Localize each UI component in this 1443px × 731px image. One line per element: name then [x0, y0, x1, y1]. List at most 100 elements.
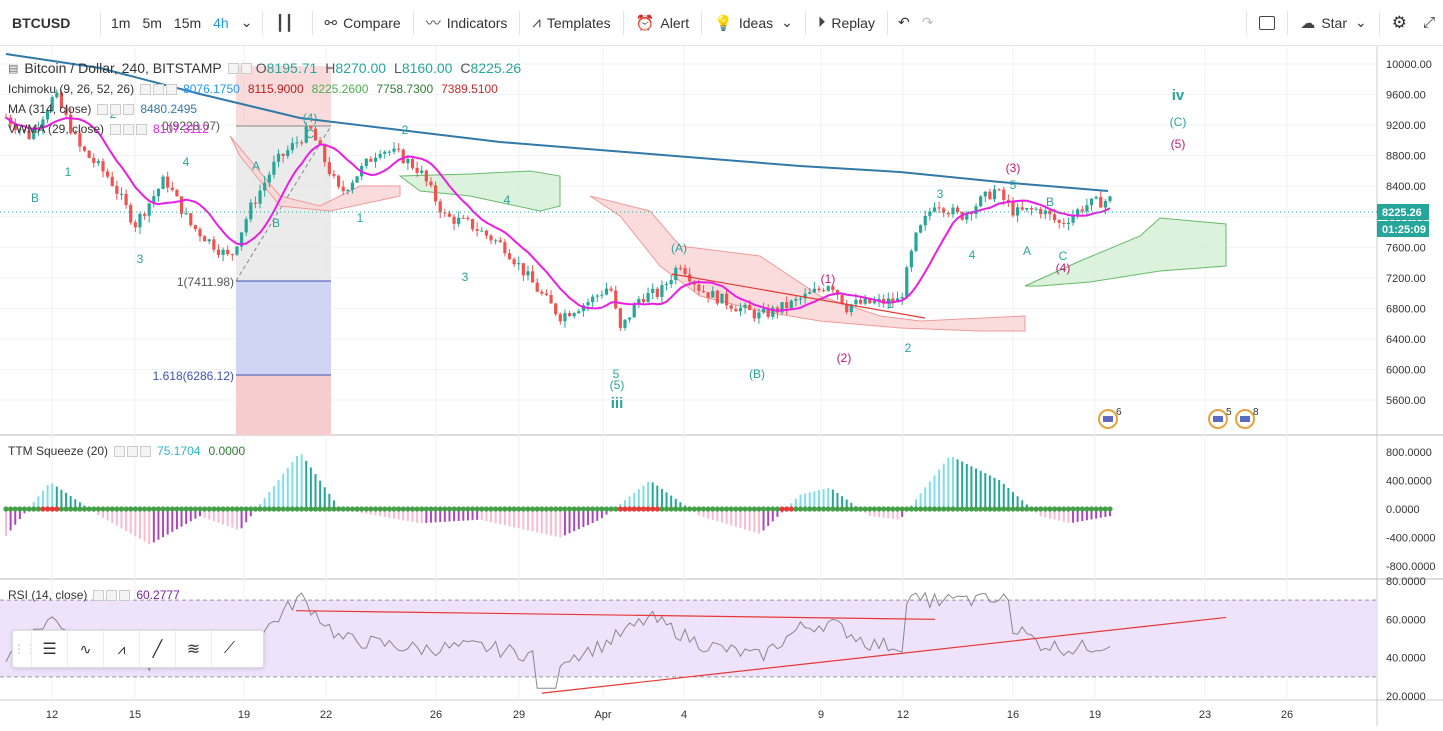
chart-canvas[interactable]: 1(7411.98)1.618(6286.12)0(9228.07) B1234… — [0, 46, 1443, 726]
time-axis[interactable]: 12 15 19 22 26 29 Apr 4 9 12 16 19 23 26 — [46, 709, 1293, 721]
candle-body — [1016, 207, 1020, 216]
divider — [412, 10, 414, 35]
candle-body — [369, 158, 373, 162]
interval-5m[interactable]: 5m — [142, 14, 162, 31]
wave-label: C — [306, 127, 315, 141]
ttm-squeeze-dot — [40, 506, 46, 512]
ttm-squeeze-dot — [1028, 506, 1035, 512]
ttm-squeeze-dot — [1051, 506, 1058, 512]
ttm-squeeze-dot — [1010, 506, 1016, 512]
ttm-squeeze-dot — [1102, 506, 1108, 512]
visibility-icon[interactable] — [114, 445, 126, 457]
compare-button[interactable]: ⚯ Compare — [317, 0, 409, 46]
candle-body — [757, 312, 761, 319]
divider — [701, 10, 703, 35]
ttm-squeeze-dot — [345, 506, 351, 512]
settings-icon[interactable] — [127, 445, 139, 457]
star-button[interactable]: ☁ Star ⌄ — [1292, 0, 1374, 46]
time-tick-label: 4 — [681, 709, 687, 721]
collapse-icon[interactable]: ▤ — [8, 62, 19, 75]
close-icon[interactable] — [136, 123, 148, 135]
alert-button[interactable]: ⏰ Alert — [628, 0, 697, 46]
time-tick-label: 26 — [1281, 709, 1293, 721]
ttm-squeeze-dot — [950, 506, 956, 512]
ttm-squeeze-dot — [876, 506, 882, 512]
candle-body — [900, 296, 904, 299]
close-icon[interactable] — [119, 589, 131, 601]
candle-body — [641, 298, 646, 303]
wave-label: C — [1059, 249, 1068, 263]
ttm-squeeze-dot — [234, 506, 240, 512]
ttm-squeeze-dot — [1084, 506, 1090, 512]
candle-body — [646, 292, 650, 303]
symbol-search[interactable]: BTCUSD — [0, 0, 96, 46]
drag-handle-icon[interactable]: ⋮⋮ — [13, 642, 37, 656]
indicators-button[interactable]: 〰 Indicators — [418, 0, 516, 46]
visibility-icon[interactable] — [97, 103, 109, 115]
elliott-impulse-tool[interactable]: ∿ — [67, 631, 103, 667]
fib-channel-icon: ≋ — [186, 641, 201, 658]
fullscreen-button[interactable]: ⤢ — [1415, 0, 1443, 46]
interval-15m[interactable]: 15m — [173, 14, 202, 31]
ttm-squeeze-dot — [21, 506, 28, 512]
trendline-tool[interactable]: ╱ — [139, 631, 175, 667]
candle-body — [766, 308, 770, 317]
close-icon[interactable] — [140, 445, 152, 457]
ttm-squeeze-dot — [211, 506, 217, 512]
ttm-squeeze-pane[interactable]: 800.0000 400.0000 0.0000 -400.0000 -800.0000 — [3, 447, 1436, 573]
events[interactable]: 6 5 8 — [1098, 407, 1259, 429]
fib-retracement-tool[interactable]: ☰ — [31, 631, 67, 667]
price-axis[interactable]: 10000.009600.009200.008800.008400.008000… — [1377, 59, 1432, 407]
ttm-squeeze-dot — [617, 506, 623, 512]
candle-body — [660, 285, 664, 297]
ttm-squeeze-dot — [197, 506, 203, 512]
price-tick-label: 10000.00 — [1386, 59, 1432, 71]
settings-icon: ⚙ — [1391, 12, 1407, 32]
wave-label: 4 — [504, 193, 511, 207]
visibility-icon[interactable] — [110, 123, 122, 135]
settings-icon[interactable] — [110, 103, 122, 115]
layout-button[interactable] — [1251, 0, 1283, 46]
candle-body — [507, 253, 512, 260]
close-icon[interactable] — [166, 83, 178, 95]
ttm-squeeze-dot — [774, 506, 781, 512]
candle-body — [651, 288, 655, 293]
candle-body — [475, 229, 479, 231]
redo-button[interactable]: ↷ — [916, 0, 940, 46]
close-icon[interactable] — [123, 103, 135, 115]
time-tick-label: 15 — [129, 709, 141, 721]
candle-body — [1103, 200, 1107, 208]
settings-icon[interactable] — [123, 123, 135, 135]
ttm-squeeze-dot — [511, 506, 517, 512]
ideas-button[interactable]: 💡 Ideas ⌄ — [706, 0, 801, 46]
trendlines[interactable] — [0, 211, 1377, 319]
compare-label: Compare — [343, 14, 401, 31]
visibility-icon[interactable] — [140, 83, 152, 95]
ttm-squeeze-dot — [299, 506, 305, 512]
alert-icon: ⏰ — [635, 14, 655, 32]
templates-button[interactable]: ⩘ Templates — [524, 0, 618, 46]
bar-style-button[interactable]: ┃┃ — [267, 0, 307, 46]
time-tick-label: 26 — [430, 709, 442, 721]
visibility-icon[interactable] — [227, 62, 239, 74]
settings-icon[interactable] — [153, 83, 165, 95]
interval-1m[interactable]: 1m — [111, 14, 131, 31]
elliott-correction-tool[interactable]: ⩘ — [103, 631, 139, 667]
interval-4h[interactable]: 4h — [213, 14, 229, 31]
undo-button[interactable]: ↶ — [892, 0, 916, 46]
settings-button[interactable]: ⚙ — [1384, 0, 1415, 46]
settings-icon[interactable] — [240, 62, 252, 74]
replay-button[interactable]: ⏵ Replay — [810, 0, 883, 46]
candle-body — [715, 290, 719, 304]
candle-body — [706, 292, 710, 298]
chart-area[interactable]: 1(7411.98)1.618(6286.12)0(9228.07) B1234… — [0, 46, 1443, 726]
interval-dropdown[interactable]: ⌄ — [235, 0, 259, 46]
visibility-icon[interactable] — [93, 589, 105, 601]
settings-icon[interactable] — [106, 589, 118, 601]
fib-channel-tool[interactable]: ≋ — [175, 631, 211, 667]
candle-body — [979, 196, 983, 207]
ray-tool[interactable]: ⟋ — [211, 631, 247, 667]
rsi-trendline-lower — [541, 616, 1227, 694]
ttm-squeeze-dot — [848, 506, 854, 512]
wave-label: 3 — [937, 187, 944, 201]
